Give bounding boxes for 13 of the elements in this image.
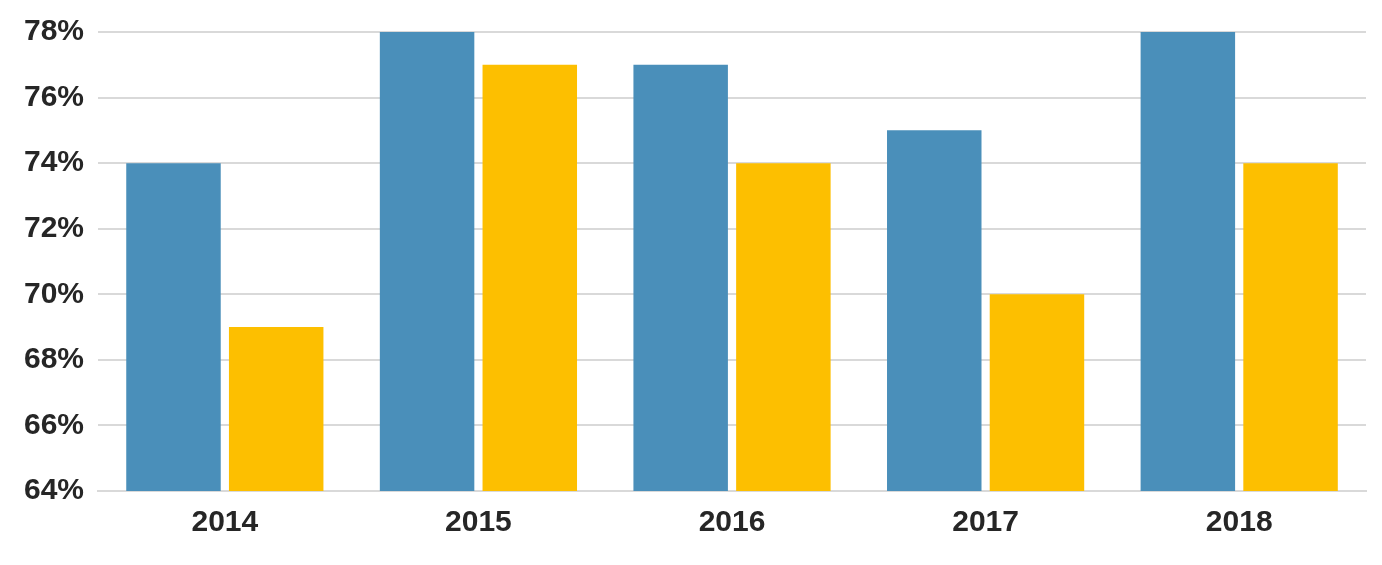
y-tick-label: 68%	[24, 341, 85, 375]
y-tick-label: 70%	[24, 275, 85, 309]
x-tick-label: 2015	[445, 504, 512, 538]
y-tick-label: 64%	[24, 472, 85, 506]
y-tick-label: 76%	[24, 78, 85, 112]
y-tick-label: 72%	[24, 209, 85, 243]
y-tick-label: 74%	[24, 144, 85, 178]
x-tick-label: 2016	[698, 504, 766, 538]
y-tick-label: 78%	[24, 13, 85, 47]
x-tick-label: 2017	[952, 504, 1019, 538]
y-tick-label: 66%	[24, 406, 85, 440]
x-tick-label: 2018	[1205, 504, 1273, 538]
x-tick-label: 2014	[191, 504, 259, 538]
